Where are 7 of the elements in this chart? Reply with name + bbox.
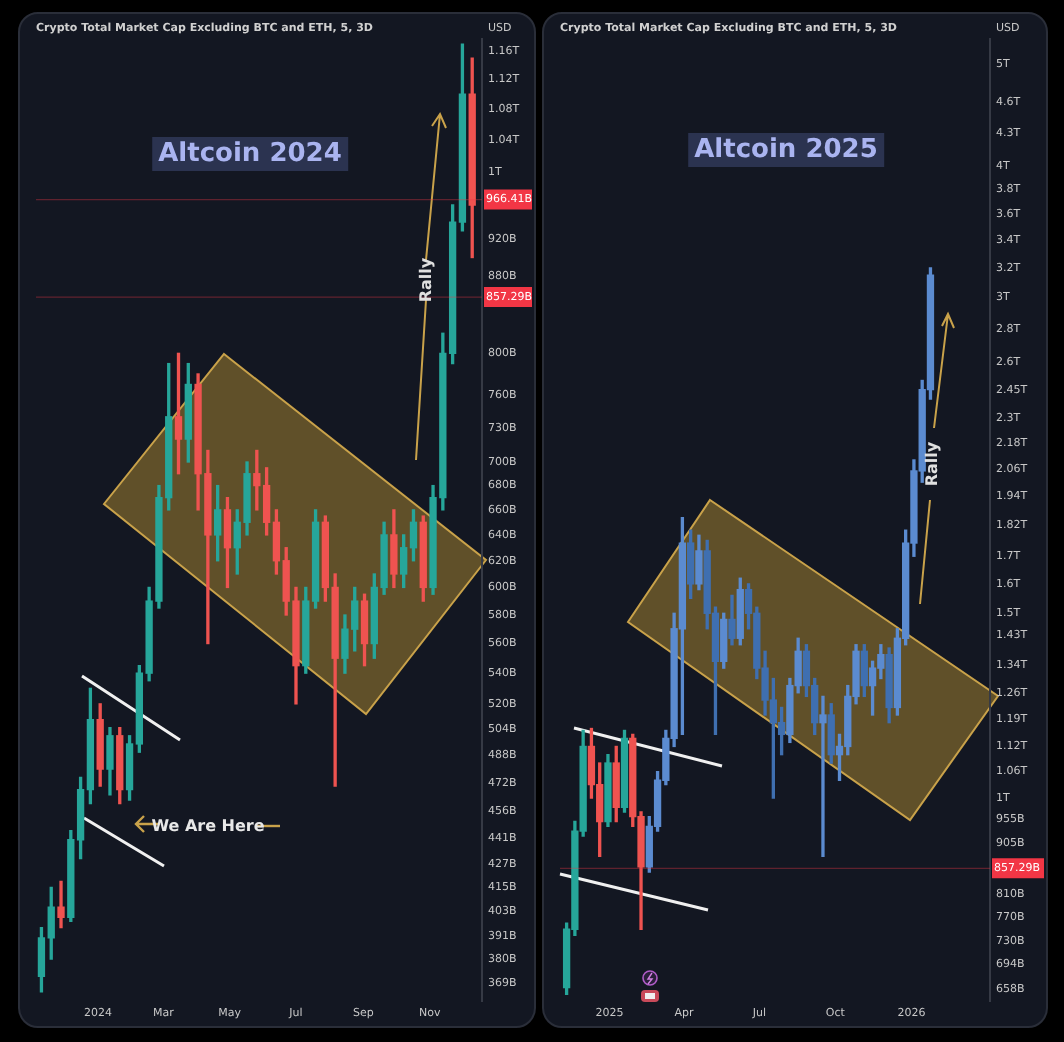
candlestick — [819, 695, 827, 858]
annotation: Altcoin 2024 — [152, 137, 348, 171]
candlestick — [57, 880, 65, 929]
annotation: Rally — [923, 441, 941, 487]
annotation: We Are Here — [151, 817, 265, 835]
annotation: Altcoin 2025 — [688, 133, 884, 167]
annotation: Rally — [417, 257, 435, 303]
